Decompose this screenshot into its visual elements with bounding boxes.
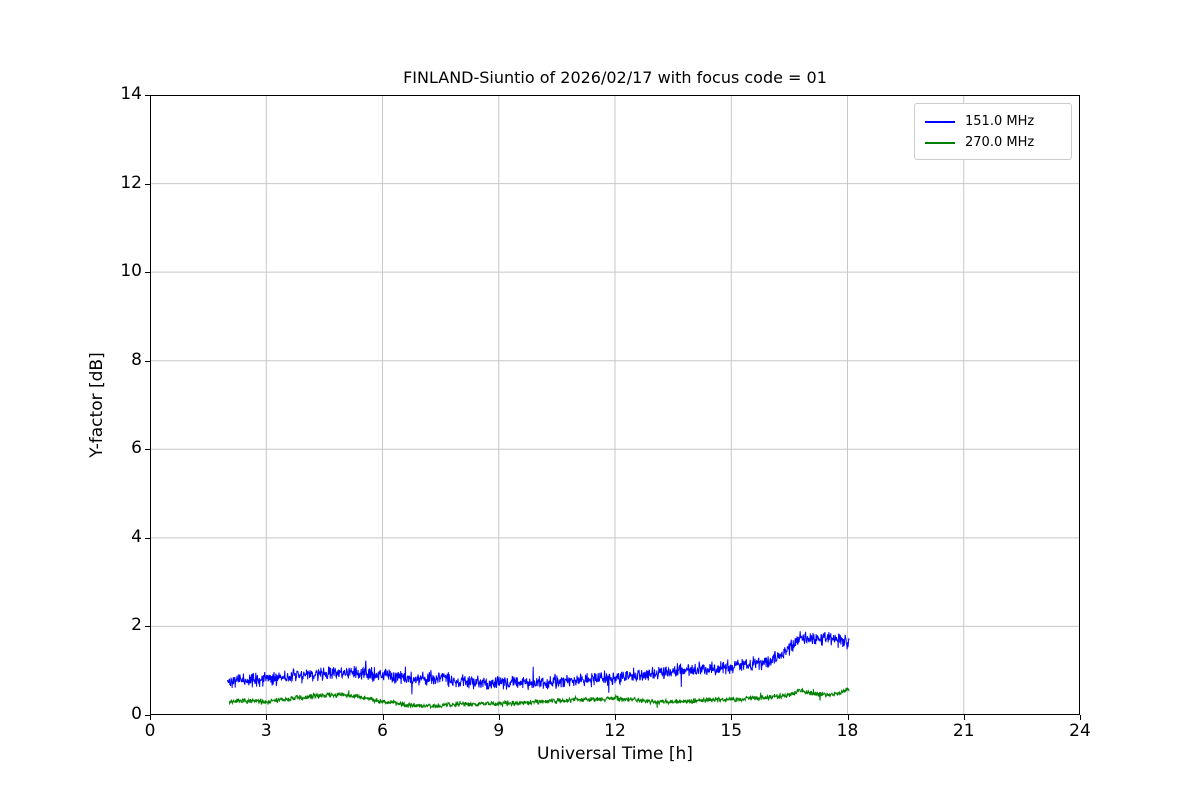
y-tick-mark xyxy=(145,537,150,539)
y-tick-mark xyxy=(145,715,150,716)
x-tick-mark xyxy=(498,715,500,720)
y-tick-mark xyxy=(145,183,150,185)
y-tick-label-0: 0 xyxy=(131,704,142,724)
legend-label: 151.0 MHz xyxy=(965,114,1035,129)
chart-title: FINLAND-Siuntio of 2026/02/17 with focus… xyxy=(403,68,827,87)
x-tick-label-9: 9 xyxy=(493,721,505,741)
x-tick-mark xyxy=(382,715,384,720)
legend-label: 270.0 MHz xyxy=(965,135,1035,150)
x-tick-mark xyxy=(963,715,965,720)
series-line-270-0-mhz xyxy=(228,687,850,710)
y-tick-label-14: 14 xyxy=(120,84,142,104)
plot-border xyxy=(150,95,1080,715)
plot-area xyxy=(150,95,1080,715)
y-tick-label-8: 8 xyxy=(131,349,142,370)
x-tick-mark xyxy=(615,715,616,720)
y-tick-label-2: 2 xyxy=(131,615,142,636)
y-tick-mark xyxy=(145,449,150,451)
x-tick-label-6: 6 xyxy=(377,721,388,741)
legend-line-swatch xyxy=(925,141,955,144)
x-tick-mark xyxy=(150,715,151,720)
y-tick-label-4: 4 xyxy=(131,526,142,547)
x-axis-label: Universal Time [h] xyxy=(537,744,693,764)
x-tick-label-24: 24 xyxy=(1069,721,1091,741)
y-tick-mark xyxy=(145,360,150,362)
legend-entry: 270.0 MHz xyxy=(925,132,1061,153)
x-tick-mark xyxy=(731,715,733,720)
x-tick-label-3: 3 xyxy=(260,721,272,741)
y-tick-label-10: 10 xyxy=(120,261,142,282)
y-tick-label-6: 6 xyxy=(131,438,142,459)
legend-line-swatch xyxy=(925,120,955,123)
x-tick-mark xyxy=(847,715,849,720)
x-tick-label-15: 15 xyxy=(720,721,743,741)
legend-entry: 151.0 MHz xyxy=(925,111,1061,132)
y-tick-mark xyxy=(145,272,150,274)
plot-canvas xyxy=(150,95,1080,715)
y-tick-label-12: 12 xyxy=(120,172,142,193)
x-tick-label-0: 0 xyxy=(144,721,156,741)
x-tick-mark xyxy=(1080,715,1081,720)
legend: 151.0 MHz 270.0 MHz xyxy=(914,103,1072,160)
x-tick-label-12: 12 xyxy=(604,721,626,741)
x-tick-label-21: 21 xyxy=(952,721,975,741)
x-tick-label-18: 18 xyxy=(836,721,859,741)
y-tick-mark xyxy=(145,95,150,96)
y-tick-mark xyxy=(145,626,150,628)
x-tick-mark xyxy=(266,715,268,720)
series-line-151-0-mhz xyxy=(227,631,850,695)
